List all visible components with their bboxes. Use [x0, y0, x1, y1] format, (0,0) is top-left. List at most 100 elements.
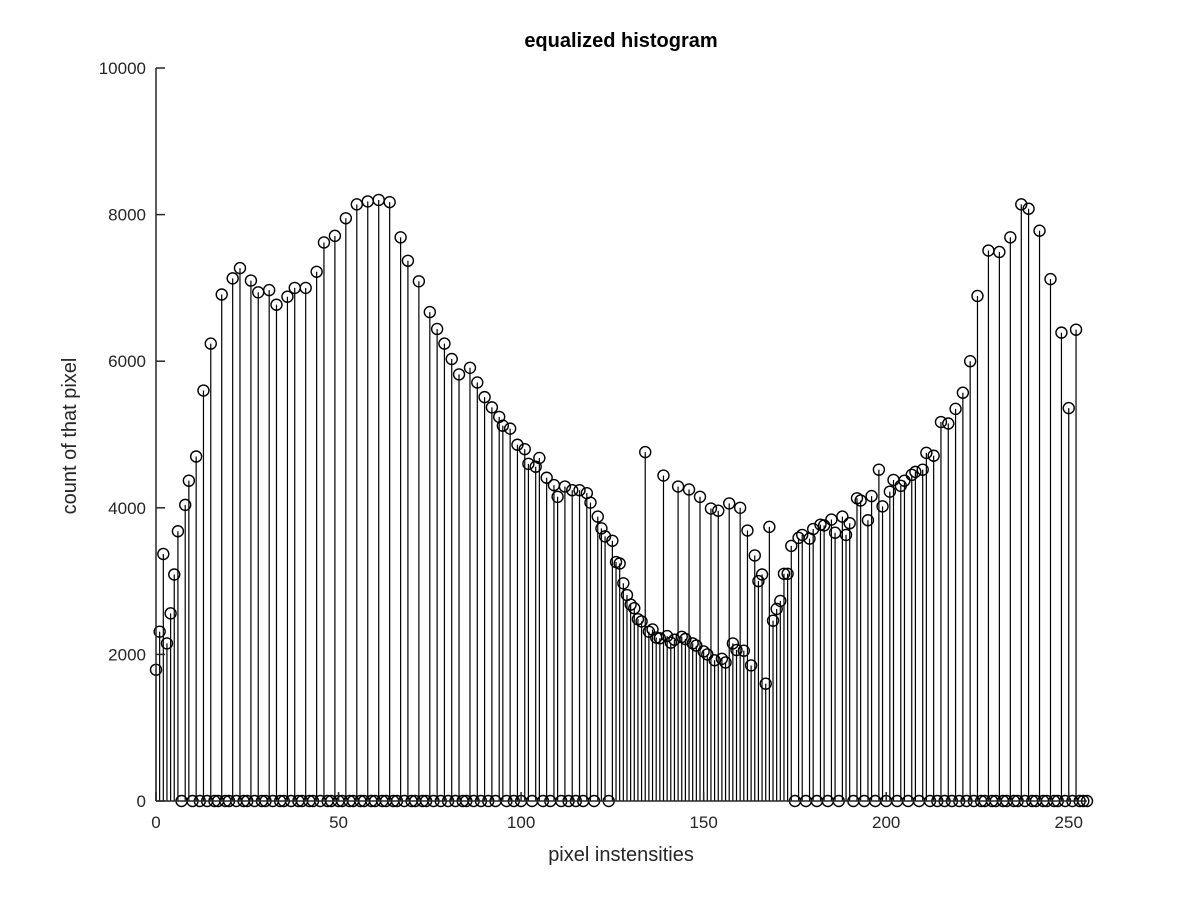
- stem-marker: [270, 298, 283, 311]
- stem-marker: [763, 520, 776, 534]
- stem-marker: [770, 602, 783, 616]
- stem-marker: [927, 449, 940, 462]
- stem-marker: [1015, 198, 1028, 211]
- stem-marker: [262, 283, 276, 297]
- stem-marker: [785, 539, 798, 553]
- stem-marker: [1033, 224, 1046, 237]
- stem-marker: [993, 245, 1006, 259]
- stem-marker: [806, 522, 820, 536]
- stem-marker: [920, 446, 933, 460]
- x-tick-label: 0: [151, 813, 160, 832]
- stem-marker: [741, 524, 754, 537]
- stem-marker: [189, 450, 203, 463]
- stem-marker: [755, 568, 769, 581]
- stem-marker: [551, 490, 564, 504]
- x-tick-label: 100: [507, 813, 535, 832]
- stem-marker: [839, 528, 853, 542]
- stem-marker: [598, 530, 612, 543]
- stem-marker: [679, 632, 692, 646]
- stem-marker: [1069, 323, 1083, 336]
- stem-marker: [664, 636, 677, 649]
- stem-marker: [339, 212, 353, 225]
- stem-marker: [233, 261, 247, 275]
- stem-marker: [872, 463, 886, 476]
- stem-marker: [226, 272, 239, 285]
- stem-marker: [730, 643, 743, 657]
- stem-marker: [310, 265, 323, 278]
- stem-marker: [876, 500, 889, 513]
- stem-marker: [697, 645, 710, 658]
- stem-marker: [733, 501, 747, 514]
- stem-marker: [1004, 231, 1017, 244]
- stem-marker: [511, 438, 524, 451]
- stem-marker: [719, 656, 732, 669]
- stem-marker: [854, 494, 867, 507]
- stem-marker: [394, 231, 407, 244]
- stem-marker: [905, 468, 918, 482]
- stem-marker: [595, 522, 608, 535]
- y-tick-label: 0: [137, 792, 146, 811]
- stem-marker: [566, 484, 579, 497]
- stem-marker: [471, 376, 484, 389]
- stem-marker: [723, 497, 736, 510]
- stem-marker: [796, 528, 809, 542]
- stem-marker: [759, 677, 772, 690]
- stem-marker: [540, 471, 553, 484]
- stem-marker: [715, 652, 729, 665]
- stem-marker: [518, 442, 531, 456]
- stem-marker: [197, 384, 210, 397]
- stem-marker: [412, 275, 426, 288]
- stem-marker: [478, 390, 491, 404]
- stem-marker: [157, 547, 170, 561]
- stem-marker: [613, 557, 626, 570]
- x-tick-label: 250: [1055, 813, 1083, 832]
- stem-marker: [781, 567, 794, 580]
- stem-marker: [617, 577, 630, 590]
- stem-marker: [883, 485, 897, 498]
- stem-marker: [485, 401, 499, 414]
- stem-marker: [1022, 202, 1035, 215]
- stem-marker: [774, 594, 787, 608]
- stem-marker: [748, 549, 761, 562]
- stem-marker: [956, 386, 970, 399]
- stem-marker: [496, 419, 510, 432]
- stem-marker: [628, 602, 641, 615]
- stem-marker: [533, 451, 546, 465]
- stem-marker: [204, 337, 217, 350]
- stem-marker: [971, 289, 984, 303]
- stem-marker: [639, 445, 652, 459]
- stem-marker: [606, 534, 619, 547]
- stem-marker: [591, 510, 604, 523]
- stem-marker: [438, 337, 451, 350]
- y-tick-label: 10000: [99, 59, 146, 78]
- stem-marker: [179, 498, 192, 512]
- stem-marker: [635, 615, 648, 628]
- stem-marker: [281, 290, 294, 303]
- stem-marker: [963, 355, 977, 368]
- stem-marker: [244, 274, 258, 287]
- stem-marker: [503, 422, 517, 435]
- stem-marker: [558, 480, 572, 493]
- y-axis-label: count of that pixel: [59, 358, 81, 515]
- stem-marker: [383, 195, 396, 209]
- stem-marker: [401, 254, 415, 267]
- stem-marker: [171, 525, 185, 538]
- stem-marker: [766, 614, 780, 627]
- stem-marker: [299, 281, 312, 295]
- stem-marker: [657, 469, 670, 482]
- stem-marker: [704, 502, 718, 515]
- stem-marker: [182, 474, 196, 487]
- stem-marker: [445, 352, 458, 366]
- stem-marker: [463, 361, 477, 374]
- stem-marker: [909, 465, 922, 479]
- stem-marker: [660, 629, 674, 643]
- stem-marker: [916, 463, 929, 476]
- x-tick-label: 150: [689, 813, 717, 832]
- stem-marker: [737, 644, 751, 657]
- stem-marker: [1055, 326, 1068, 339]
- stem-marker: [752, 574, 765, 588]
- stem-marker: [693, 490, 707, 504]
- stem-marker: [861, 514, 875, 527]
- stem-marker: [584, 496, 597, 509]
